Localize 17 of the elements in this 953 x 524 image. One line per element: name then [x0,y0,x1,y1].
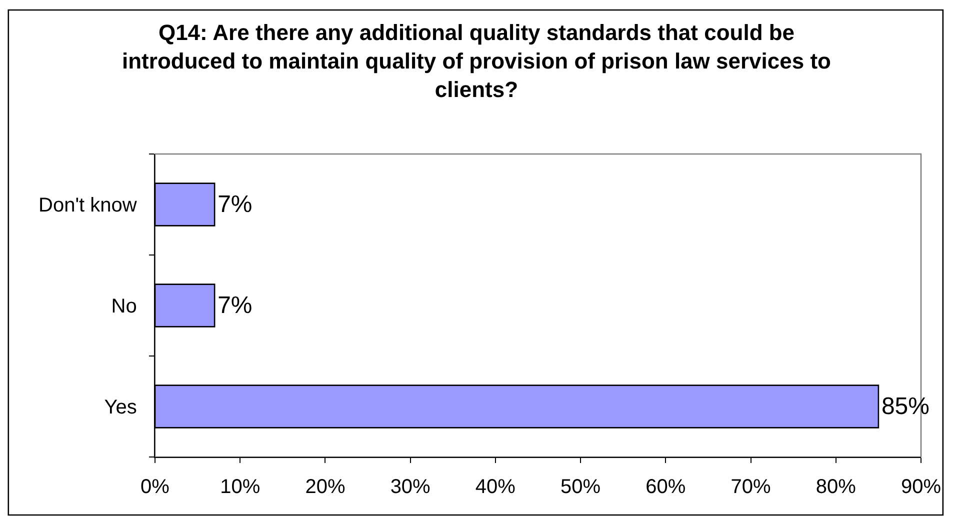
data-label: 7% [218,191,252,218]
x-tick-label: 0% [140,476,170,498]
data-label: 7% [218,292,252,319]
x-tick-label: 40% [475,476,516,498]
x-tick-label: 30% [390,476,431,498]
y-tick-label: Yes [104,396,137,418]
x-tick-label: 20% [305,476,346,498]
x-tick-label: 80% [816,476,856,498]
y-tick-label: No [111,296,137,318]
x-tick-label: 90% [900,476,942,498]
data-label: 85% [881,393,930,420]
chart-title: Q14: Are there any additional quality standards that could be introduced to maintain quality of provision of prison law services to clients? [122,20,831,102]
x-tick-label: 10% [220,476,260,498]
x-tick-label: 50% [560,476,601,498]
x-tick-label: 60% [646,476,686,498]
x-tick-label: 70% [730,476,772,498]
y-tick-label: Don't know [38,194,138,216]
